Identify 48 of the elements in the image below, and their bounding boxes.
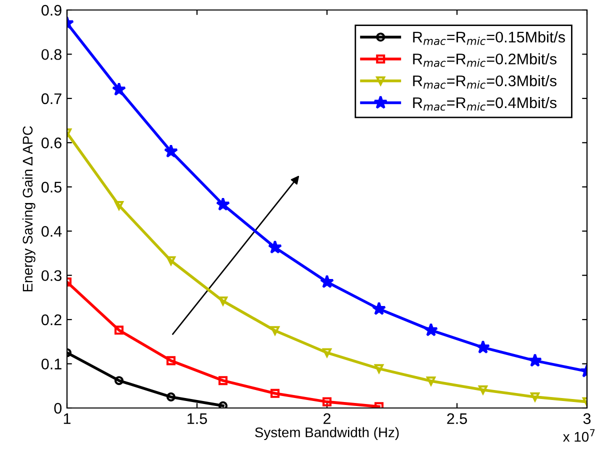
y-tick-label: 0 [54, 402, 62, 414]
point [218, 401, 228, 408]
point [166, 356, 176, 366]
point [322, 348, 332, 358]
point [218, 296, 228, 306]
x-tick-label: 2.5 [447, 413, 467, 424]
y-tick-label: 0.8 [42, 49, 62, 60]
point [114, 376, 124, 386]
y-tick-label: 0.5 [42, 182, 62, 193]
legend-label: R$_{mac}$=R$_{mic}$=0.3Mbit/s [413, 75, 557, 89]
y-tick-label: 0.2 [42, 314, 62, 326]
point [218, 376, 228, 386]
point [322, 397, 332, 406]
text: x 10$^{7}$ [563, 429, 595, 442]
point [476, 340, 490, 354]
point [166, 392, 176, 402]
point [114, 326, 124, 335]
point [270, 388, 280, 398]
x-tick-label: 2 [324, 413, 330, 424]
x-tick-label: 1 [64, 413, 71, 424]
point [372, 302, 386, 316]
legend-label: R$_{mac}$=R$_{mic}$=0.2Mbit/s [413, 53, 557, 67]
point [478, 385, 488, 394]
y-tick-label: 0.3 [42, 270, 62, 282]
x-tick-label: 1.5 [188, 413, 207, 424]
y-tick-label: 0.1 [42, 358, 62, 370]
y-tick-label: 0.7 [42, 93, 62, 104]
point [216, 197, 230, 211]
point [424, 322, 438, 336]
y-tick-label: 0.6 [42, 138, 62, 148]
point [268, 240, 282, 254]
y-tick-label: 0.4 [42, 226, 62, 237]
point [528, 353, 542, 367]
point [114, 200, 124, 210]
legend-label: R$_{mac}$=R$_{mic}$=0.4Mbit/s [413, 96, 557, 111]
point [112, 82, 126, 96]
point [164, 144, 178, 158]
y-tick-label: 0.9 [42, 4, 62, 16]
point [426, 376, 436, 386]
point [270, 326, 280, 336]
legend-label: R$_{mac}$=R$_{mic}$=0.15Mbit/s [413, 31, 566, 46]
y-axis-title: Energy Saving Gain Δ APC [22, 126, 36, 292]
x-tick-label: 3 [583, 413, 591, 424]
point [320, 274, 334, 288]
x-axis-title: System Bandwidth (Hz) [255, 427, 399, 440]
point [530, 392, 540, 402]
point [374, 364, 384, 374]
point [166, 256, 176, 266]
